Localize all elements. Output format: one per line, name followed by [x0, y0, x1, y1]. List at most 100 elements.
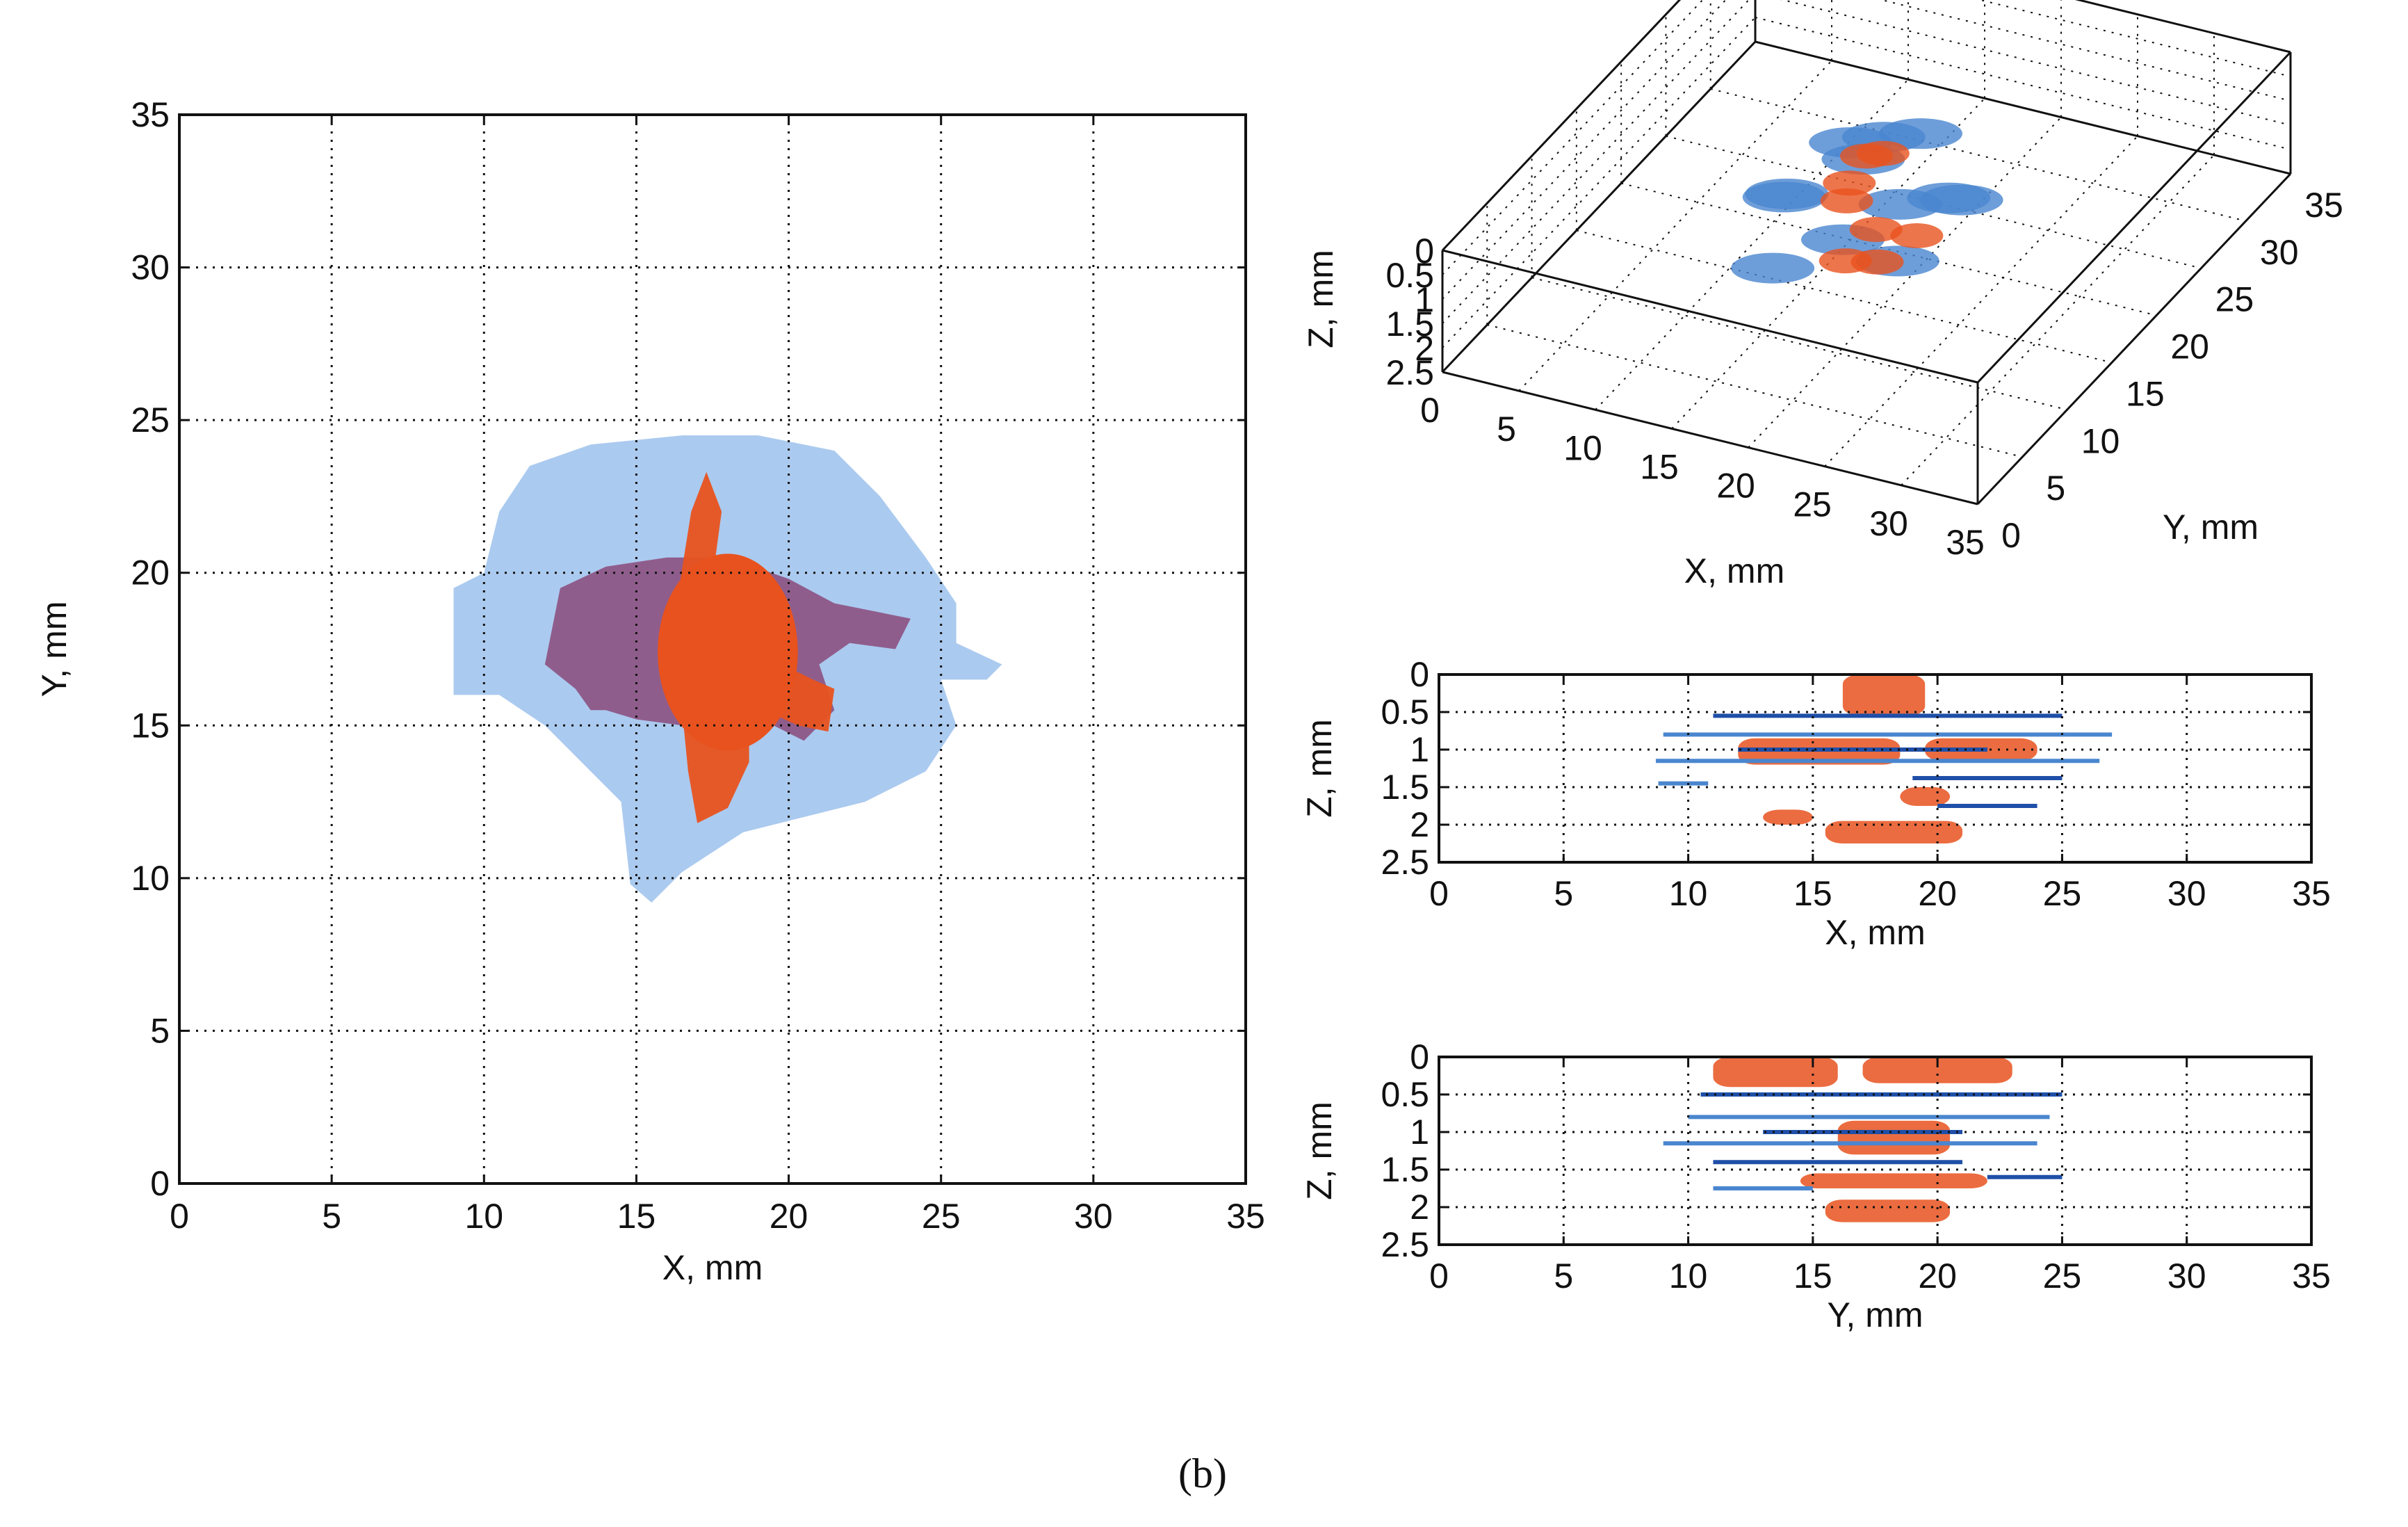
- xyz-grid-y: [1576, 229, 2113, 364]
- xy-chart-ytick-label: 10: [131, 859, 170, 898]
- xy-chart-xtick-label: 30: [1074, 1197, 1113, 1236]
- xy-chart-xtick-label: 25: [922, 1197, 961, 1236]
- xyz-ytick-label: 30: [2260, 233, 2299, 272]
- xyz-box-edge: [1442, 249, 1978, 384]
- xz-chart-ytick-label: 1.5: [1381, 768, 1429, 807]
- yz-chart-ytick-label: 0: [1410, 1037, 1429, 1076]
- xz-chart-orange-blob-4: [1763, 809, 1813, 825]
- xyz-grid-x: [1748, 116, 2062, 449]
- xyz-xtick-label: 25: [1793, 485, 1832, 524]
- xyz-ztick-label: 2.5: [1385, 353, 1434, 392]
- xz-chart-ytick-label: 0: [1410, 655, 1429, 694]
- xyz-box-edge: [1441, 40, 1757, 373]
- xyz-chart-group: 0 5 10 15 20 25 30 35 0510152025303500.511.522.5…: [1301, 0, 2343, 590]
- xyz-zlabel: Z, mm: [1301, 250, 1340, 348]
- xy-chart-ytick-label: 25: [131, 401, 170, 439]
- xyz-box-edge: [1755, 40, 2291, 175]
- xyz-ytick-label: 20: [2170, 328, 2209, 366]
- yz-chart-xtick-label: 15: [1793, 1257, 1832, 1295]
- xyz-grid-z: [1442, 17, 1756, 348]
- xz-chart-data-layer: [1655, 674, 2113, 843]
- xyz-xtick-label: 15: [1640, 447, 1679, 486]
- xyz-grid-x: [1595, 79, 1909, 410]
- yz-chart-xtick-label: 10: [1669, 1257, 1708, 1295]
- yz-chart-xtick-label: 5: [1554, 1257, 1573, 1295]
- xyz-xtick-label: 30: [1869, 504, 1908, 543]
- xy-chart-ytick-label: 20: [131, 554, 170, 592]
- xz-chart-ylabel: Z, mm: [1300, 719, 1339, 818]
- xy-chart-ytick-label: 5: [150, 1011, 170, 1050]
- xyz-ytick-label: 0: [2001, 516, 2021, 555]
- xyz-box-edge: [1976, 172, 2292, 506]
- xy-chart-ytick-label: 35: [131, 95, 170, 134]
- xyz-ztick-label: 0.5: [1385, 256, 1434, 295]
- xyz-point-11: [1919, 184, 2003, 216]
- xyz-box-edge: [1976, 51, 2292, 384]
- xz-chart-ytick-label: 1: [1410, 730, 1429, 769]
- xyz-ytick-label: 25: [2215, 280, 2254, 319]
- xyz-grid-x: [1901, 154, 2215, 486]
- yz-chart-orange-blob-2: [1837, 1120, 1951, 1155]
- xyz-grid-x: [1671, 97, 1985, 430]
- xyz-box-edge: [2074, 0, 2291, 54]
- yz-chart-xtick-label: 25: [2043, 1257, 2082, 1295]
- xz-chart-ytick-label: 0.5: [1381, 693, 1429, 732]
- xz-chart-ytick-label: 2.5: [1381, 843, 1429, 882]
- xyz-ztick-label: 1.5: [1385, 305, 1434, 344]
- xy-chart-xtick-label: 5: [322, 1197, 341, 1236]
- xyz-box-edge: [1441, 0, 1682, 252]
- yz-chart-orange-blob-4: [1825, 1199, 1951, 1222]
- xz-chart-orange-blob-5: [1825, 821, 1962, 843]
- yz-chart-ytick-label: 0.5: [1381, 1075, 1429, 1114]
- xz-chart-xtick-label: 35: [2292, 874, 2331, 913]
- xy-chart-ylabel: Y, mm: [35, 601, 74, 697]
- xyz-point-19: [1890, 223, 1944, 248]
- xyz-ztick-label: 1: [1415, 280, 1434, 319]
- xyz-point-15: [1849, 217, 1903, 242]
- xy-chart-xtick-label: 35: [1226, 1197, 1265, 1236]
- xy-chart-ytick-label: 15: [131, 706, 170, 745]
- xyz-grid-y: [1710, 88, 2246, 222]
- xyz-point-18: [1823, 170, 1876, 196]
- xz-chart-xtick-label: 0: [1429, 874, 1449, 913]
- yz-chart-ytick-label: 1.5: [1381, 1150, 1429, 1189]
- xyz-ytick-label: 15: [2126, 374, 2165, 413]
- xyz-ytick-label: 10: [2081, 421, 2120, 460]
- xyz-grid-z: [1442, 0, 1704, 275]
- xz-chart-ytick-label: 2: [1410, 805, 1429, 844]
- xz-chart-xtick-label: 20: [1918, 874, 1957, 913]
- xy-chart-frame: [178, 113, 1247, 1185]
- xyz-ytick-label: 5: [2046, 469, 2065, 508]
- yz-chart-frame: [1438, 1056, 2313, 1246]
- yz-chart-xtick-label: 30: [2167, 1257, 2206, 1295]
- xz-chart-xtick-label: 5: [1554, 874, 1573, 913]
- yz-chart-orange-blob-3: [1800, 1173, 1987, 1188]
- xyz-grid-y: [1487, 324, 2023, 458]
- xy-chart-xtick-label: 0: [170, 1197, 189, 1236]
- xyz-xtick-label: 0: [1420, 391, 1440, 430]
- yz-chart-orange-blob-0: [1713, 1057, 1838, 1088]
- xyz-xtick-label: 10: [1563, 428, 1602, 467]
- xyz-ytick-label: 35: [2304, 186, 2343, 225]
- xyz-grid-z: [1442, 0, 1727, 300]
- xyz-ylabel: Y, mm: [2163, 508, 2259, 547]
- xy-chart-group: 0 5 10 15 20 25 30 35 0 5 10 15 20 25 30 35 X, mm Y, mm: [35, 95, 1265, 1287]
- xyz-xtick-label: 5: [1497, 410, 1516, 449]
- xyz-grid-z: [1879, 0, 2291, 102]
- xy-core-blob: [658, 554, 798, 751]
- xyz-grid-y: [1531, 277, 2067, 411]
- xyz-point-10: [1731, 252, 1815, 284]
- xy-chart-data-layer: [453, 435, 1002, 903]
- xz-chart-xtick-label: 25: [2043, 874, 2082, 913]
- xy-chart-xtick-label: 15: [617, 1197, 656, 1236]
- xyz-box-edge: [1442, 371, 1978, 506]
- xyz-ztick-label: 0: [1415, 232, 1434, 270]
- yz-chart-ytick-label: 2: [1410, 1188, 1429, 1227]
- xyz-grid-x: [1518, 60, 1832, 391]
- xz-chart-xtick-label: 10: [1669, 874, 1708, 913]
- xyz-point-14: [1820, 188, 1873, 213]
- xz-chart-xtick-label: 15: [1793, 874, 1832, 913]
- figure-caption: (b): [1178, 1451, 1227, 1496]
